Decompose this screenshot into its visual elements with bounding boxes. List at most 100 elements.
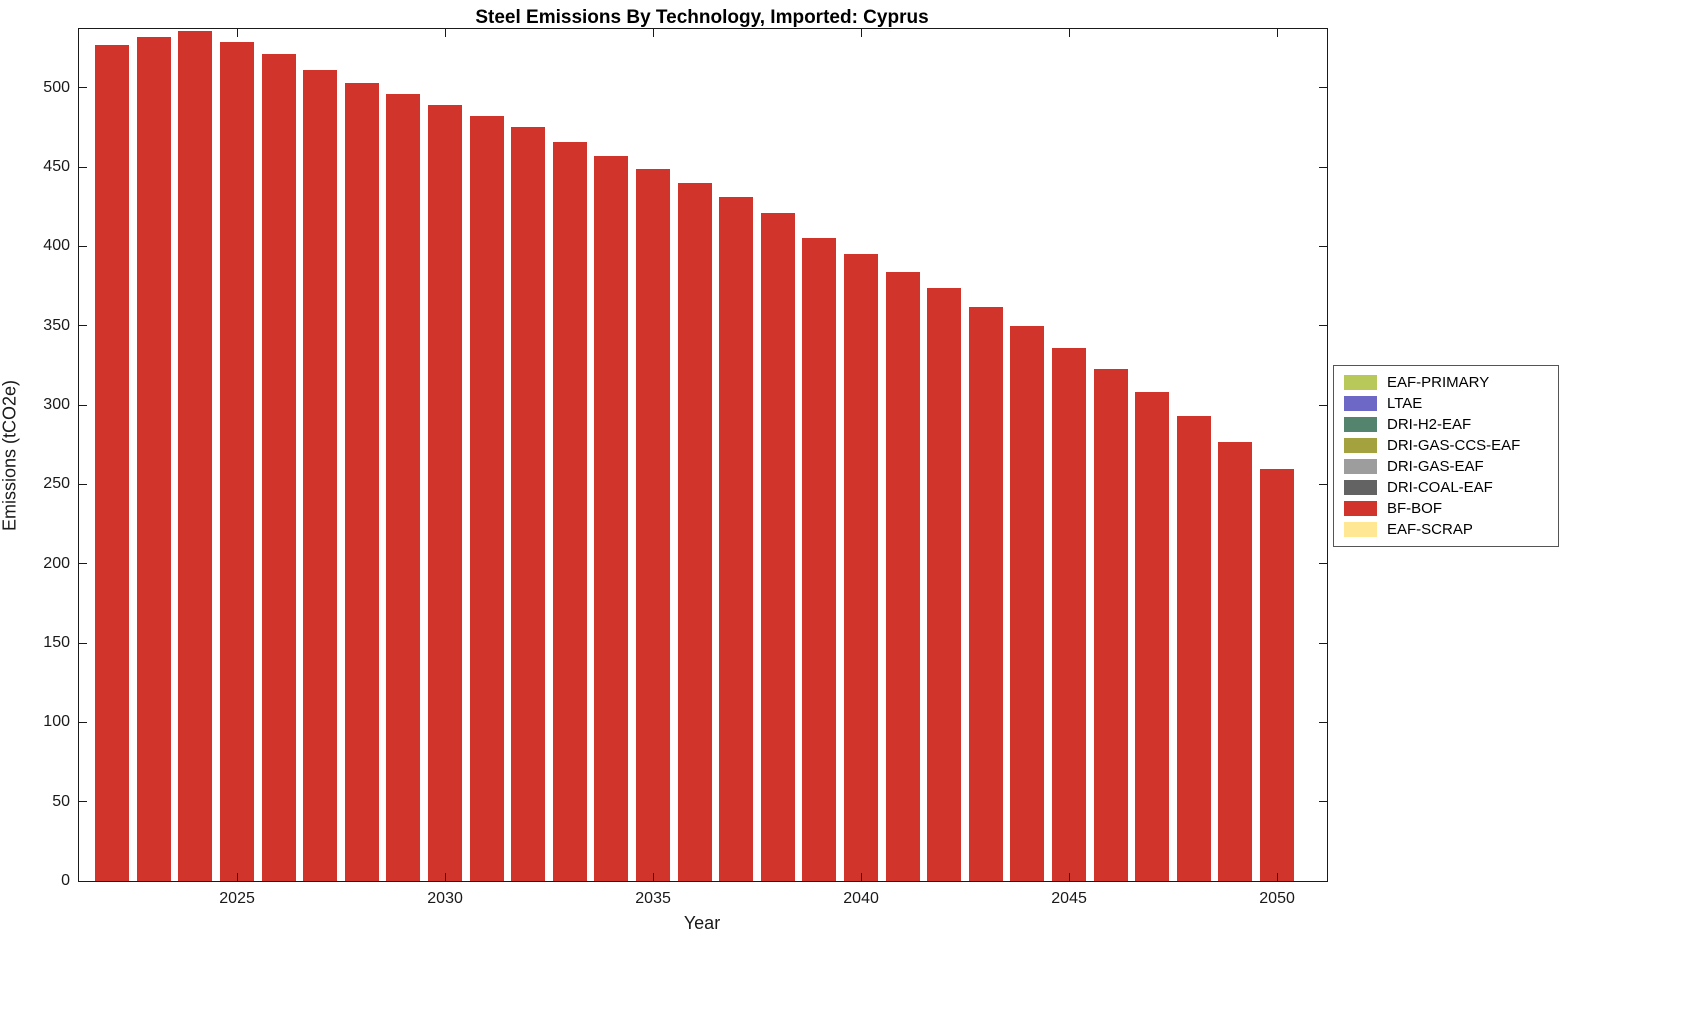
x-tick — [1068, 873, 1070, 881]
y-tick — [79, 325, 87, 327]
bar-2033 — [552, 141, 587, 881]
bar-2027 — [303, 70, 338, 881]
y-tick-label: 50 — [52, 792, 70, 810]
bar-2043 — [968, 306, 1003, 881]
legend-item: DRI-H2-EAF — [1334, 414, 1558, 435]
x-tick — [652, 873, 654, 881]
x-tick-top — [652, 29, 654, 37]
y-tick-right — [1319, 563, 1327, 565]
x-tick-top — [1068, 29, 1070, 37]
y-tick — [79, 404, 87, 406]
legend-item: EAF-SCRAP — [1334, 519, 1558, 540]
y-tick-right — [1319, 483, 1327, 485]
bar-2037 — [719, 197, 754, 881]
legend-swatch-icon — [1344, 396, 1377, 411]
bar-2029 — [386, 94, 421, 881]
bar-2050 — [1260, 468, 1295, 881]
x-tick-label: 2040 — [843, 890, 879, 907]
y-tick-right — [1319, 642, 1327, 644]
bar-2041 — [885, 271, 920, 881]
y-tick-right — [1319, 721, 1327, 723]
y-tick-label: 200 — [43, 554, 70, 572]
legend-item: EAF-PRIMARY — [1334, 372, 1558, 393]
x-tick — [444, 873, 446, 881]
bar-2023 — [136, 36, 171, 881]
bar-2047 — [1135, 392, 1170, 881]
y-tick-right — [1319, 166, 1327, 168]
y-tick-right — [1319, 87, 1327, 89]
x-tick-top — [860, 29, 862, 37]
legend-label: EAF-SCRAP — [1387, 521, 1473, 538]
y-tick — [79, 721, 87, 723]
legend-item: BF-BOF — [1334, 498, 1558, 519]
y-tick-right — [1319, 325, 1327, 327]
y-tick-label: 300 — [43, 396, 70, 414]
bar-2046 — [1093, 368, 1128, 881]
legend-label: BF-BOF — [1387, 500, 1442, 517]
x-tick-top — [1276, 29, 1278, 37]
bar-2048 — [1176, 416, 1211, 881]
legend-label: DRI-COAL-EAF — [1387, 479, 1493, 496]
y-axis-label: Emissions (tCO2e) — [0, 379, 20, 532]
legend: EAF-PRIMARY LTAE DRI-H2-EAF DRI-GAS-CCS-EAF… — [1333, 365, 1559, 547]
bar-2031 — [469, 116, 504, 881]
legend-swatch-icon — [1344, 438, 1377, 453]
y-tick-label: 450 — [43, 158, 70, 176]
legend-swatch-icon — [1344, 417, 1377, 432]
legend-item: DRI-COAL-EAF — [1334, 477, 1558, 498]
legend-label: DRI-GAS-CCS-EAF — [1387, 437, 1521, 454]
y-tick — [79, 563, 87, 565]
bar-2038 — [760, 213, 795, 881]
legend-item: LTAE — [1334, 393, 1558, 414]
x-tick-label: 2035 — [635, 890, 671, 907]
bar-2034 — [594, 155, 629, 881]
plot-area: 0 50 100 150 200 250 300 350 400 450 500 2025 2030 20… — [43, 28, 1328, 907]
legend-label: LTAE — [1387, 395, 1423, 412]
x-tick-top — [444, 29, 446, 37]
legend-label: DRI-GAS-EAF — [1387, 458, 1484, 475]
x-tick-label: 2050 — [1259, 890, 1295, 907]
bar-2026 — [261, 54, 296, 881]
bar-2036 — [677, 182, 712, 881]
legend-swatch-icon — [1344, 480, 1377, 495]
x-tick — [860, 873, 862, 881]
legend-label: DRI-H2-EAF — [1387, 416, 1472, 433]
y-tick-label: 400 — [43, 237, 70, 255]
y-tick-label: 150 — [43, 634, 70, 651]
y-tick-label: 500 — [43, 78, 70, 96]
legend-label: EAF-PRIMARY — [1387, 374, 1490, 391]
bar-2032 — [511, 127, 546, 881]
x-tick-label: 2045 — [1051, 890, 1087, 907]
x-tick — [1276, 873, 1278, 881]
legend-item: DRI-GAS-CCS-EAF — [1334, 435, 1558, 456]
y-tick-right — [1319, 801, 1327, 803]
bar-2024 — [178, 30, 213, 881]
y-tick-label: 0 — [61, 872, 70, 889]
bar-2040 — [844, 254, 879, 881]
bar-2022 — [95, 44, 130, 881]
bar-2045 — [1052, 347, 1087, 881]
x-tick — [236, 873, 238, 881]
x-tick-label: 2025 — [219, 890, 255, 907]
y-tick — [79, 801, 87, 803]
y-tick — [79, 87, 87, 89]
bar-2035 — [636, 168, 671, 881]
y-tick-right — [1319, 245, 1327, 247]
legend-swatch-icon — [1344, 522, 1377, 537]
bar-2049 — [1218, 441, 1253, 881]
y-tick-label: 100 — [43, 713, 70, 731]
y-tick — [79, 245, 87, 247]
y-tick — [79, 642, 87, 644]
y-tick — [79, 880, 87, 882]
bar-2028 — [344, 82, 379, 881]
bar-2039 — [802, 238, 837, 881]
y-tick-label: 350 — [43, 316, 70, 334]
bar-2042 — [927, 287, 962, 881]
y-tick-right — [1319, 404, 1327, 406]
legend-swatch-icon — [1344, 501, 1377, 516]
bar-2044 — [1010, 325, 1045, 881]
legend-item: DRI-GAS-EAF — [1334, 456, 1558, 477]
y-tick-label: 250 — [43, 475, 70, 493]
y-tick-right — [1319, 880, 1327, 882]
